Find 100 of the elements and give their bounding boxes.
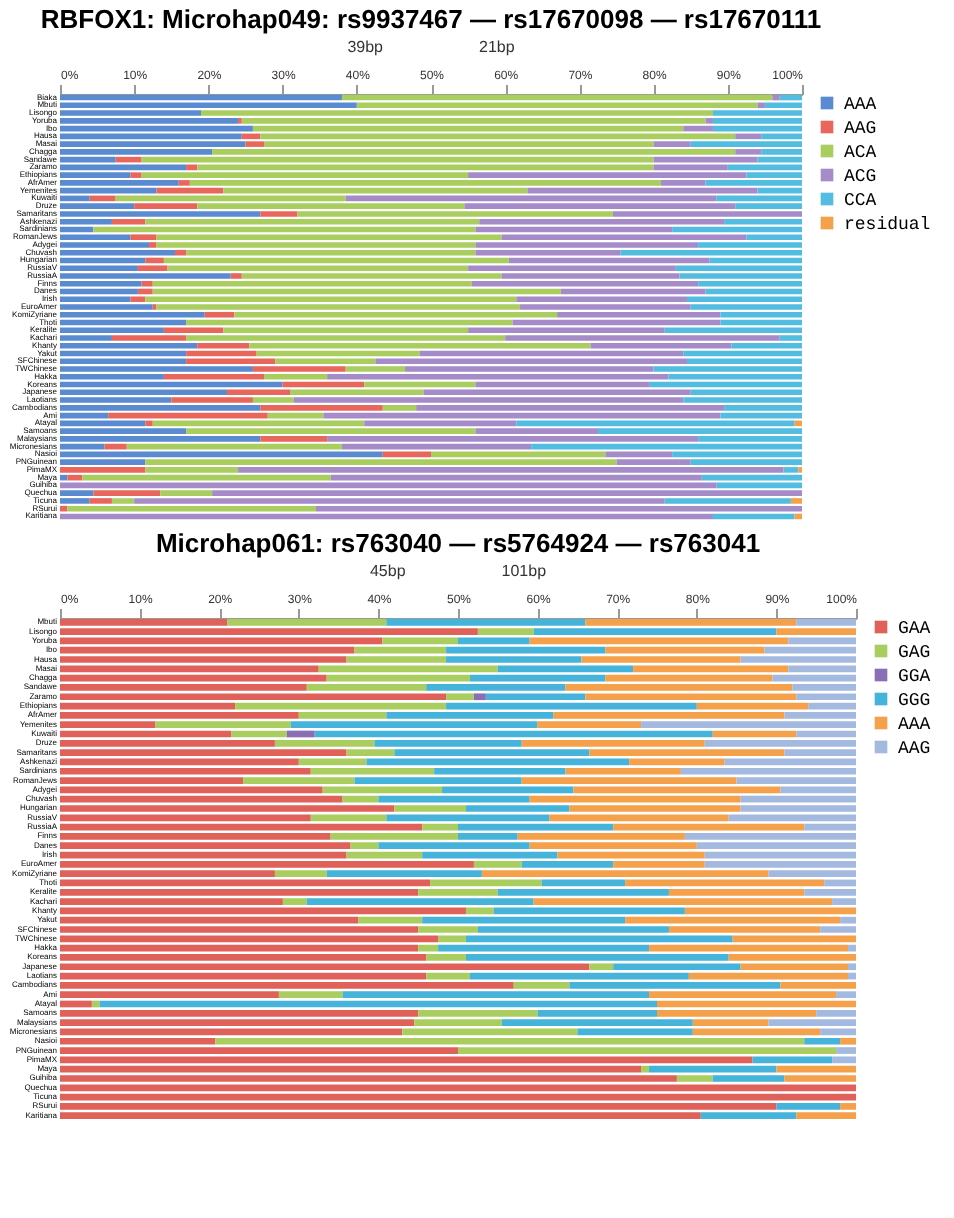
bar xyxy=(141,280,153,287)
bar xyxy=(238,467,784,473)
bar xyxy=(60,498,90,504)
bar xyxy=(130,234,157,240)
legend-label: ACG xyxy=(844,167,877,187)
bar xyxy=(152,288,561,295)
bar xyxy=(163,257,509,264)
bar xyxy=(130,296,146,303)
bar xyxy=(60,102,357,109)
bar xyxy=(641,1065,650,1073)
bar xyxy=(60,180,179,186)
bar xyxy=(690,141,802,147)
legend-label: AAG xyxy=(898,739,931,759)
bar xyxy=(690,304,802,310)
bar xyxy=(282,898,307,905)
bar xyxy=(137,265,168,272)
bar xyxy=(426,972,470,980)
bar xyxy=(60,467,146,473)
bar xyxy=(664,327,802,334)
bar xyxy=(686,296,802,303)
bar xyxy=(375,358,687,365)
bar xyxy=(471,280,699,287)
bar xyxy=(712,125,802,132)
bar xyxy=(130,172,142,178)
bar xyxy=(796,618,856,626)
bar xyxy=(468,172,747,178)
bar xyxy=(804,1037,841,1045)
bar xyxy=(705,180,802,186)
bar xyxy=(735,133,762,140)
bar xyxy=(60,451,383,458)
bar xyxy=(513,982,570,989)
bar xyxy=(653,366,802,372)
bar xyxy=(145,459,617,465)
bar xyxy=(134,203,198,209)
bar xyxy=(245,141,265,147)
text: 39bp 21bp xyxy=(347,38,515,56)
bar xyxy=(848,944,856,952)
bar xyxy=(683,125,713,132)
bar xyxy=(82,474,331,481)
bar xyxy=(840,1037,856,1045)
bar xyxy=(664,498,791,504)
chart-title: Microhap061: rs763040 — rs5764924 — rs763041 xyxy=(155,528,761,558)
bar xyxy=(260,133,736,140)
bar xyxy=(60,405,261,411)
bar xyxy=(757,102,765,109)
legend-label: GGA xyxy=(898,667,932,687)
bar xyxy=(712,513,795,520)
bar xyxy=(382,405,417,411)
bar xyxy=(473,860,522,868)
bar xyxy=(156,187,224,194)
bar xyxy=(620,249,802,256)
bar xyxy=(227,618,387,626)
bar xyxy=(676,1075,713,1082)
bar xyxy=(160,490,213,496)
bar xyxy=(60,249,176,256)
bar xyxy=(60,490,94,496)
legend-label: AAA xyxy=(844,95,878,115)
bar xyxy=(67,505,316,512)
bar xyxy=(772,94,780,101)
legend-label: GGG xyxy=(898,691,931,711)
legend-label: AAA xyxy=(898,715,932,735)
bar xyxy=(712,118,802,124)
bar xyxy=(60,141,246,147)
bar xyxy=(323,412,721,419)
bar xyxy=(89,195,116,202)
bar xyxy=(310,814,387,822)
bar xyxy=(589,963,614,971)
legend-label: CCA xyxy=(844,191,878,211)
bar xyxy=(790,498,802,504)
bar xyxy=(672,226,802,233)
bar xyxy=(327,436,699,442)
bar xyxy=(204,311,235,318)
bar xyxy=(477,628,534,635)
legend-label: ACA xyxy=(844,143,878,163)
bar xyxy=(93,490,161,496)
bar xyxy=(115,156,142,163)
legend-label: AAG xyxy=(844,119,877,139)
bar xyxy=(394,805,466,812)
legend-label: GAG xyxy=(898,643,931,663)
bar xyxy=(60,311,205,318)
bar xyxy=(60,342,198,349)
bar xyxy=(653,141,691,147)
bar xyxy=(274,870,327,878)
bar xyxy=(327,374,669,380)
bar xyxy=(278,991,343,999)
bar xyxy=(679,273,802,279)
bar xyxy=(683,350,802,357)
bar xyxy=(230,273,242,279)
bar xyxy=(91,1000,100,1008)
bar xyxy=(137,288,153,295)
legend-label: GAA xyxy=(898,619,932,639)
bar xyxy=(260,436,328,442)
text: 45bp 101bp xyxy=(369,562,547,580)
bar xyxy=(60,125,253,132)
bar xyxy=(836,991,856,999)
bar xyxy=(683,397,802,403)
bar xyxy=(531,443,802,450)
bar xyxy=(60,366,253,372)
bar xyxy=(473,693,486,701)
bar xyxy=(260,211,298,217)
